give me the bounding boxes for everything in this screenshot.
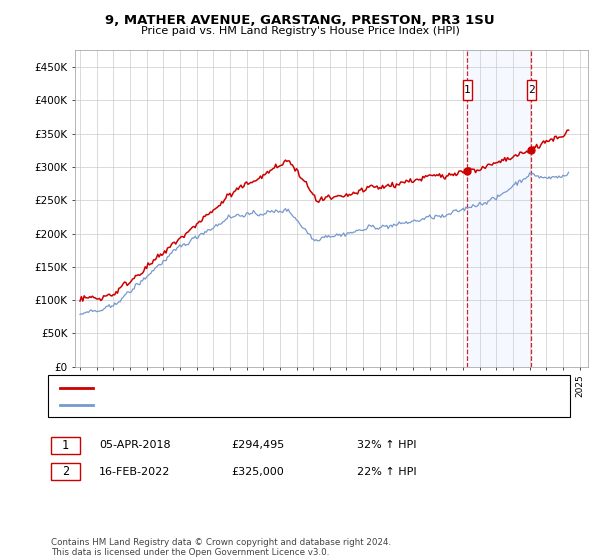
Bar — [467, 50, 532, 367]
Text: £325,000: £325,000 — [231, 466, 284, 477]
Text: 2: 2 — [62, 465, 69, 478]
Text: £294,495: £294,495 — [231, 440, 284, 450]
Text: 32% ↑ HPI: 32% ↑ HPI — [357, 440, 416, 450]
Text: HPI: Average price, detached house, Wyre: HPI: Average price, detached house, Wyre — [99, 400, 305, 410]
Text: 9, MATHER AVENUE, GARSTANG, PRESTON, PR3 1SU: 9, MATHER AVENUE, GARSTANG, PRESTON, PR3… — [105, 14, 495, 27]
Text: 1: 1 — [62, 438, 69, 452]
Text: 22% ↑ HPI: 22% ↑ HPI — [357, 466, 416, 477]
Text: 9, MATHER AVENUE, GARSTANG, PRESTON, PR3 1SU (detached house): 9, MATHER AVENUE, GARSTANG, PRESTON, PR3… — [99, 383, 443, 393]
Text: Contains HM Land Registry data © Crown copyright and database right 2024.
This d: Contains HM Land Registry data © Crown c… — [51, 538, 391, 557]
Text: 2: 2 — [528, 85, 535, 95]
Text: Price paid vs. HM Land Registry's House Price Index (HPI): Price paid vs. HM Land Registry's House … — [140, 26, 460, 36]
FancyBboxPatch shape — [463, 81, 472, 100]
Text: 1: 1 — [464, 85, 470, 95]
Text: 05-APR-2018: 05-APR-2018 — [99, 440, 170, 450]
Text: 16-FEB-2022: 16-FEB-2022 — [99, 466, 170, 477]
FancyBboxPatch shape — [527, 81, 536, 100]
